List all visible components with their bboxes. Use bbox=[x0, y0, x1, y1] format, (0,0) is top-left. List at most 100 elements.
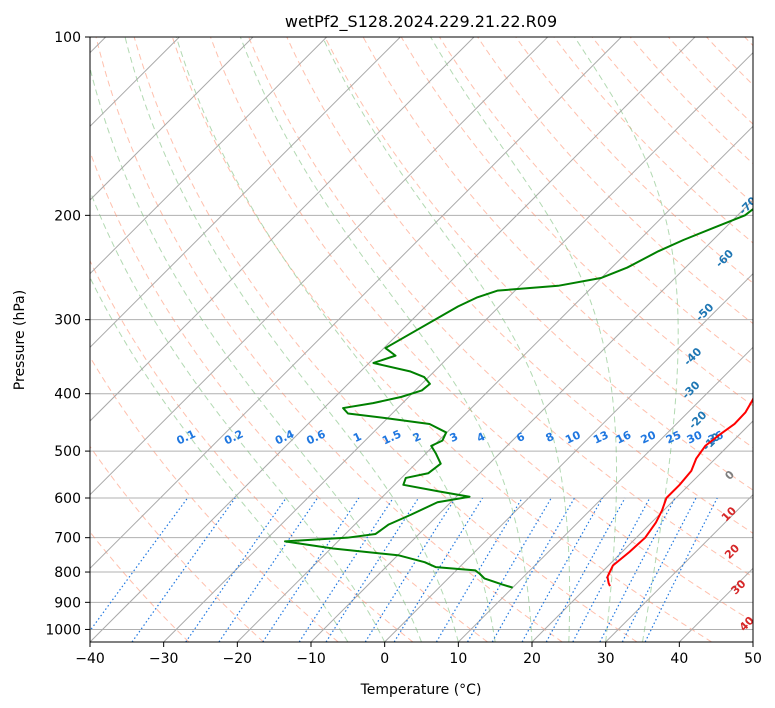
dry-adiabat bbox=[95, 37, 563, 642]
y-tick-label: 400 bbox=[54, 387, 81, 403]
moist-adiabat bbox=[175, 37, 496, 642]
mixing-ratio-line bbox=[599, 497, 676, 642]
mixing-ratio-label: 0.1 bbox=[174, 427, 197, 447]
mixing-ratio-line bbox=[621, 497, 697, 642]
x-tick-label: −20 bbox=[223, 651, 253, 667]
mixing-ratio-line bbox=[364, 497, 456, 642]
y-tick-label: 900 bbox=[54, 595, 81, 611]
mixing-ratio-label: 16 bbox=[614, 428, 634, 446]
moist-adiabat bbox=[90, 276, 349, 642]
mixing-ratio-line bbox=[521, 497, 603, 642]
x-tick-label: 0 bbox=[380, 651, 389, 667]
moist-adiabat bbox=[574, 37, 679, 642]
mixing-ratio-line bbox=[90, 497, 189, 632]
x-tick-label: −10 bbox=[296, 651, 326, 667]
adiabat-label: -30 bbox=[679, 378, 702, 401]
x-tick-label: −40 bbox=[75, 651, 105, 667]
y-tick-label: 100 bbox=[54, 30, 81, 46]
mixing-ratio-label: 10 bbox=[563, 428, 583, 446]
isotherm bbox=[457, 346, 753, 642]
moist-adiabat bbox=[90, 189, 386, 642]
mixing-ratio-label: 6 bbox=[514, 430, 527, 445]
dry-adiabat bbox=[744, 37, 753, 47]
dry-adiabat bbox=[171, 37, 712, 642]
background-lines bbox=[90, 37, 753, 642]
mixing-ratio-line bbox=[218, 497, 318, 642]
isotherm bbox=[90, 37, 401, 349]
mixing-ratio-label: 25 bbox=[664, 428, 683, 446]
y-tick-label: 800 bbox=[54, 565, 81, 581]
mixing-ratio-label: 0.6 bbox=[304, 427, 327, 447]
isotherm bbox=[605, 493, 753, 642]
sounding-series bbox=[283, 207, 753, 589]
x-axis: −40 −30 −20 −10 0 10 20 30 40 50 bbox=[75, 642, 762, 667]
mixing-ratio-line bbox=[644, 497, 718, 642]
dry-adiabat bbox=[90, 150, 488, 642]
isotherm bbox=[531, 420, 753, 642]
dry-adiabat bbox=[591, 37, 753, 204]
mixing-ratio-label: 30 bbox=[685, 428, 705, 446]
dry-adiabat bbox=[400, 37, 753, 407]
isotherm bbox=[310, 199, 753, 642]
dry-adiabat bbox=[133, 37, 638, 642]
isotherm bbox=[90, 37, 254, 201]
dry-adiabat bbox=[90, 356, 339, 642]
temperature-line bbox=[606, 396, 753, 587]
isotherm bbox=[236, 125, 753, 642]
y-axis-title: Pressure (hPa) bbox=[12, 290, 28, 390]
mixing-ratio-label: 1.5 bbox=[380, 427, 403, 447]
moist-adiabat bbox=[322, 37, 571, 642]
x-tick-label: −30 bbox=[149, 651, 179, 667]
isotherm bbox=[90, 37, 549, 496]
moist-adiabat bbox=[90, 66, 422, 642]
mixing-ratio-label: 1 bbox=[351, 430, 363, 445]
adiabat-label: 0 bbox=[722, 468, 737, 483]
dry-adiabat bbox=[477, 37, 753, 325]
isotherm bbox=[90, 37, 328, 275]
moist-adiabat bbox=[239, 37, 533, 642]
adiabat-label: -20 bbox=[686, 408, 709, 431]
moist-adiabat bbox=[124, 37, 459, 642]
dry-adiabat bbox=[668, 37, 753, 125]
dewpoint-line bbox=[283, 207, 753, 589]
mixing-ratio-line bbox=[131, 497, 236, 642]
isotherm bbox=[90, 37, 696, 642]
adiabat-label: 40 bbox=[737, 614, 757, 634]
chart-title: wetPf2_S128.2024.229.21.22.R09 bbox=[285, 12, 557, 32]
y-tick-label: 1000 bbox=[45, 622, 81, 638]
adiabat-label: -90 bbox=[772, 102, 775, 125]
dry-adiabat bbox=[248, 37, 753, 578]
dry-adiabat bbox=[515, 37, 753, 284]
x-axis-title: Temperature (°C) bbox=[360, 682, 482, 698]
y-tick-label: 500 bbox=[54, 444, 81, 460]
y-tick-label: 600 bbox=[54, 491, 81, 507]
mixing-ratio-label: 20 bbox=[639, 428, 659, 446]
mixing-ratio-line bbox=[466, 497, 552, 642]
dry-adiabat bbox=[90, 531, 190, 642]
dry-adiabat bbox=[324, 37, 753, 491]
line-annotations: 0.10.20.40.611.52346810131620253036-100-… bbox=[174, 102, 775, 634]
dry-adiabat bbox=[629, 37, 753, 165]
adiabat-label: 30 bbox=[728, 577, 748, 597]
mixing-ratio-label: 13 bbox=[591, 428, 610, 446]
mixing-ratio-line bbox=[262, 497, 360, 642]
mixing-ratio-line bbox=[393, 497, 484, 642]
mixing-ratio-label: 0.4 bbox=[273, 427, 296, 447]
dry-adiabat bbox=[90, 445, 264, 642]
isotherm bbox=[163, 51, 753, 642]
isotherm bbox=[384, 272, 753, 642]
mixing-ratio-label: 2 bbox=[411, 430, 423, 445]
x-tick-label: 10 bbox=[449, 651, 467, 667]
y-tick-label: 700 bbox=[54, 531, 81, 547]
x-tick-label: 40 bbox=[670, 651, 688, 667]
isotherm bbox=[90, 37, 475, 422]
dry-adiabat bbox=[553, 37, 753, 244]
mixing-ratio-line bbox=[298, 497, 394, 642]
mixing-ratio-line bbox=[545, 497, 626, 642]
adiabat-label: 10 bbox=[719, 504, 739, 524]
mixing-ratio-line bbox=[325, 497, 419, 642]
adiabat-label: 20 bbox=[722, 541, 742, 561]
x-tick-label: 20 bbox=[523, 651, 541, 667]
isotherm bbox=[752, 641, 753, 642]
